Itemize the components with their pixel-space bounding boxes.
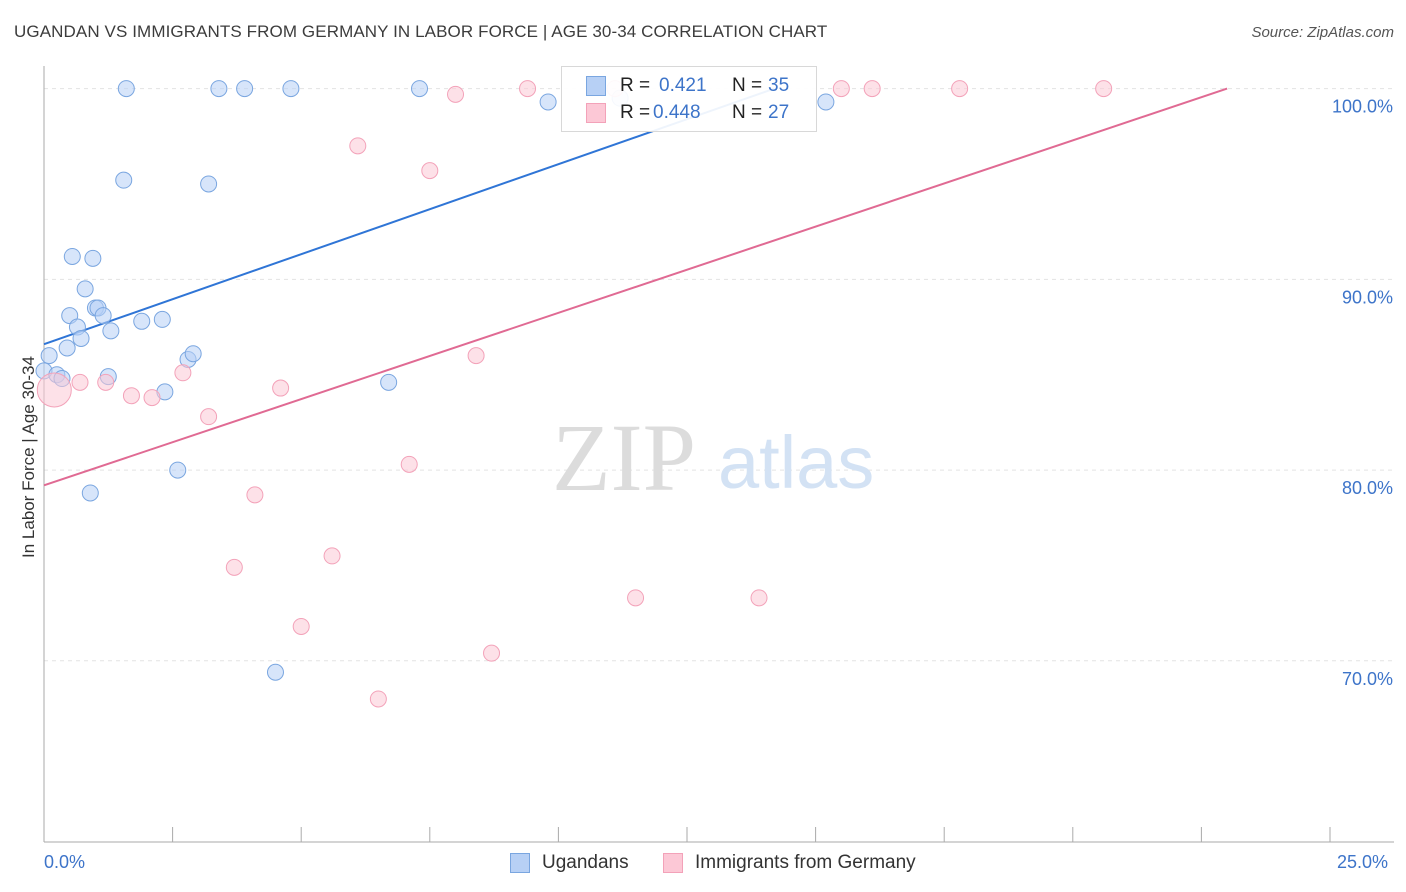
data-point [36,372,72,408]
data-point [266,663,284,681]
data-point [236,80,254,98]
data-point [102,322,120,340]
data-point [225,558,243,576]
gridlines [44,88,1394,662]
watermark-zip: ZIP [552,404,696,511]
data-point [184,345,202,363]
trend-line [43,87,1228,487]
data-point [169,461,187,479]
data-point [115,171,133,189]
legend-r-value: 0.448 [653,102,701,123]
data-point [627,589,645,607]
data-point [76,280,94,298]
data-point [411,80,429,98]
data-point [143,389,161,407]
legend-r-label: R = [620,75,651,96]
data-point [174,364,192,382]
data-point [421,162,439,180]
data-points [35,80,1113,708]
y-tick-label: 100.0% [1332,97,1393,117]
data-point [94,307,112,325]
bottom-legend-label-ugandans: Ugandans [542,852,629,873]
watermark: ZIP atlas [552,404,874,511]
data-point [400,455,418,473]
x-tick-label-min: 0.0% [44,852,86,872]
data-point [467,347,485,365]
bottom-legend-swatch-ugandans [510,853,530,873]
data-point [323,547,341,565]
data-point [153,310,171,328]
data-point [246,486,264,504]
bottom-legend-swatch-germany [663,853,683,873]
data-point [117,80,135,98]
data-point [380,373,398,391]
data-point [483,644,501,662]
legend-n-label: N = [732,75,763,96]
data-point [1095,80,1113,98]
data-point [539,93,557,111]
data-point [369,690,387,708]
data-point [40,347,58,365]
data-point [282,80,300,98]
legend-n-label: N = [732,102,763,123]
data-point [71,373,89,391]
stats-legend: R = 0.421 N = 35 R = 0.448 N = 27 [561,66,817,132]
data-point [58,339,76,357]
y-tick-labels: 100.0% 90.0% 80.0% 70.0% [1332,97,1393,689]
axes [43,66,1394,843]
data-point [272,379,290,397]
chart-title: UGANDAN VS IMMIGRANTS FROM GERMANY IN LA… [14,22,828,41]
data-point [84,249,102,267]
legend-r-label: R = [620,102,651,123]
legend-swatch-ugandans [586,76,606,96]
data-point [863,80,881,98]
source-label: Source: ZipAtlas.com [1251,24,1394,41]
data-point [200,175,218,193]
data-point [817,93,835,111]
data-point [519,80,537,98]
data-point [832,80,850,98]
data-point [210,80,228,98]
data-point [349,137,367,155]
data-point [133,312,151,330]
legend-n-value: 27 [768,102,790,123]
y-tick-label: 70.0% [1342,669,1393,689]
y-tick-label: 90.0% [1342,287,1393,307]
data-point [63,247,81,265]
data-point [200,408,218,426]
x-tick-label-max: 25.0% [1337,852,1389,872]
y-axis-label: In Labor Force | Age 30-34 [19,356,38,558]
legend-r-value: 0.421 [659,75,707,96]
data-point [951,80,969,98]
data-point [447,85,465,103]
watermark-atlas: atlas [718,421,874,504]
data-point [750,589,768,607]
bottom-legend-label-germany: Immigrants from Germany [695,852,916,873]
data-point [97,373,115,391]
data-point [81,484,99,502]
data-point [72,329,90,347]
legend-swatch-germany [586,103,606,123]
data-point [122,387,140,405]
legend-n-value: 35 [768,75,790,96]
y-tick-label: 80.0% [1342,478,1393,498]
data-point [292,617,310,635]
